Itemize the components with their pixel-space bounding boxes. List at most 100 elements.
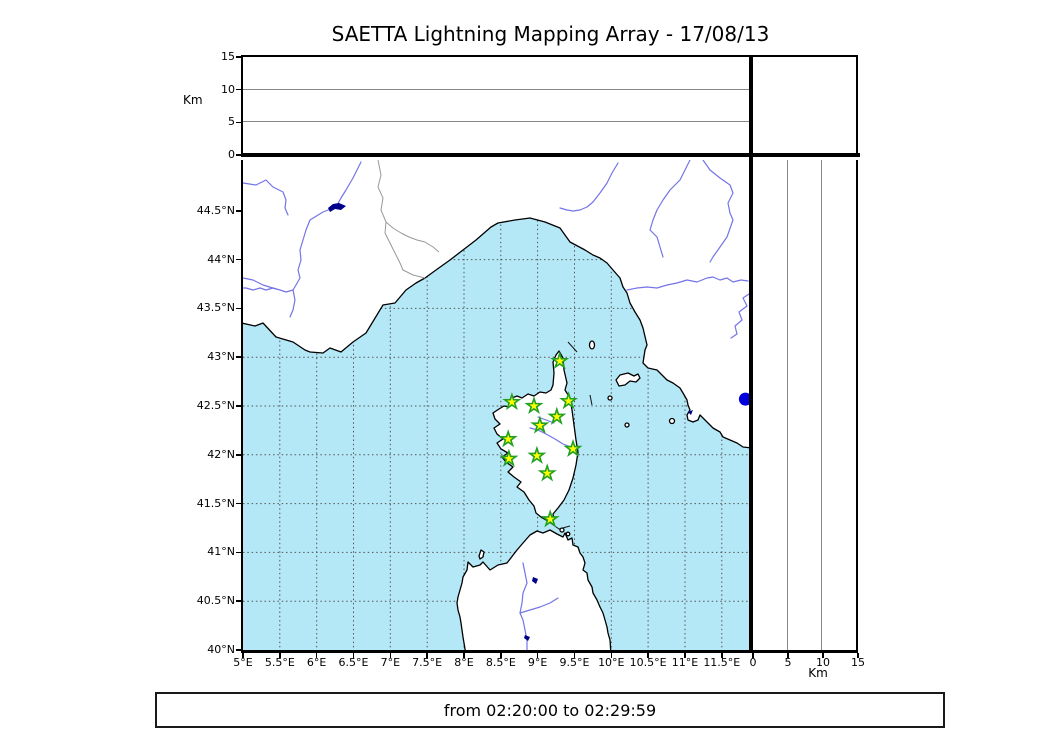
lat-tick-label: 43°N [207,350,235,364]
tick-mark [463,653,465,658]
border-france-italy-fork [385,221,440,253]
source-marker [738,392,752,406]
page-title: SAETTA Lightning Mapping Array - 17/08/1… [331,22,770,46]
lon-tick-label: 10.5°E [629,656,667,669]
station-marker [547,406,567,425]
tick-mark [236,154,241,156]
altitude-axis-label-left: Km [183,93,203,107]
lat-tick-label: 42.5°N [196,398,235,412]
lat-tick-label: 44.5°N [196,203,235,217]
lagoon-orbetello [688,410,693,415]
lon-tick-label: 9°E [527,656,548,669]
station-marker [550,351,570,370]
alt-tick-label: 15 [851,656,865,669]
lon-tick-label: 10°E [598,656,625,669]
tick-mark [857,653,859,658]
lon-tick-label: 8°E [454,656,474,669]
river-italy-1 [702,160,734,263]
alt-tick-label: 10 [816,656,830,669]
tick-mark [236,405,241,407]
tick-mark [721,653,723,658]
island-capraia [588,340,596,350]
tick-mark [573,653,576,658]
tick-mark [236,600,241,602]
lon-tick-label: 11°E [671,656,699,669]
station-marker [498,429,518,448]
lon-tick-label: 6°E [306,656,327,669]
station-marker [527,445,547,464]
lon-tick-label: 5°E [233,656,253,669]
tick-mark [315,653,318,658]
land-group [243,160,752,650]
map-canvas [243,160,752,650]
coast-mark-tuscany [567,341,578,353]
panel-altitude-vs-longitude [241,55,752,155]
tick-mark [647,653,649,658]
panel-histogram-box [751,55,858,155]
tick-mark [426,653,428,658]
separator-horizontal [241,153,860,157]
alt-tick-label: 10 [221,82,235,96]
coast-mark-islet [589,394,593,406]
island-elba [615,372,641,387]
tick-mark [236,258,241,261]
lat-tick-label: 41.5°N [196,496,235,510]
tick-mark [787,653,789,658]
station-markers [498,351,583,528]
lakes-group [328,203,693,641]
station-marker [499,448,519,467]
tick-mark [236,649,241,651]
panel-map [241,160,753,653]
tick-mark [352,653,355,658]
station-marker [540,509,560,528]
alt-tick-label: 0 [228,148,235,161]
lat-tick-label: 44°N [207,252,235,266]
lat-tick-label: 40.5°N [196,594,235,608]
river-sardinia-2 [519,597,559,614]
station-marker [559,391,579,410]
coastline-mainland [243,160,752,449]
lat-tick-label: 43.5°N [196,301,235,315]
alt-tick-label: 0 [749,656,757,669]
altitude-gridline [243,88,750,90]
river-sardinia-1 [519,562,528,650]
tick-mark [236,210,241,212]
alt-tick-label: 15 [221,50,235,63]
island-montecristo [624,422,630,428]
tick-mark [500,653,502,658]
lon-tick-label: 5.5°E [264,656,295,669]
river-arno [626,276,749,291]
tick-mark [236,88,241,91]
altitude-gridline [821,160,823,650]
island-asinara [478,549,485,560]
alt-tick-label: 5 [784,656,792,669]
lon-tick-label: 7°E [380,656,401,669]
river-italy-2 [649,160,691,258]
island-caprera [565,531,571,537]
station-marker [537,463,557,482]
lon-tick-label: 9.5°E [559,656,590,669]
tick-mark [279,653,281,658]
island-giglio [668,417,676,425]
tick-mark [236,454,241,456]
station-marker [563,438,583,458]
lon-tick-label: 8.5°E [485,656,516,669]
lat-tick-label: 40°N [207,643,235,656]
time-window-text: from 02:20:00 to 02:29:59 [443,700,657,720]
river-france-3 [289,289,296,318]
separator-vertical [749,55,753,653]
river-france-4 [243,277,277,290]
lon-tick-label: 7.5°E [412,656,443,669]
tick-mark [236,356,241,358]
tick-mark [610,653,613,658]
lake-sardinia-1 [532,577,538,584]
river-france-2 [243,179,289,216]
altitude-gridline [243,120,750,122]
lake-serre-poncon [328,203,346,212]
time-window-box: from 02:20:00 to 02:29:59 [155,692,945,728]
tick-mark [684,653,686,658]
tick-mark [236,307,241,310]
tick-mark [236,502,241,505]
station-marker [502,392,522,411]
